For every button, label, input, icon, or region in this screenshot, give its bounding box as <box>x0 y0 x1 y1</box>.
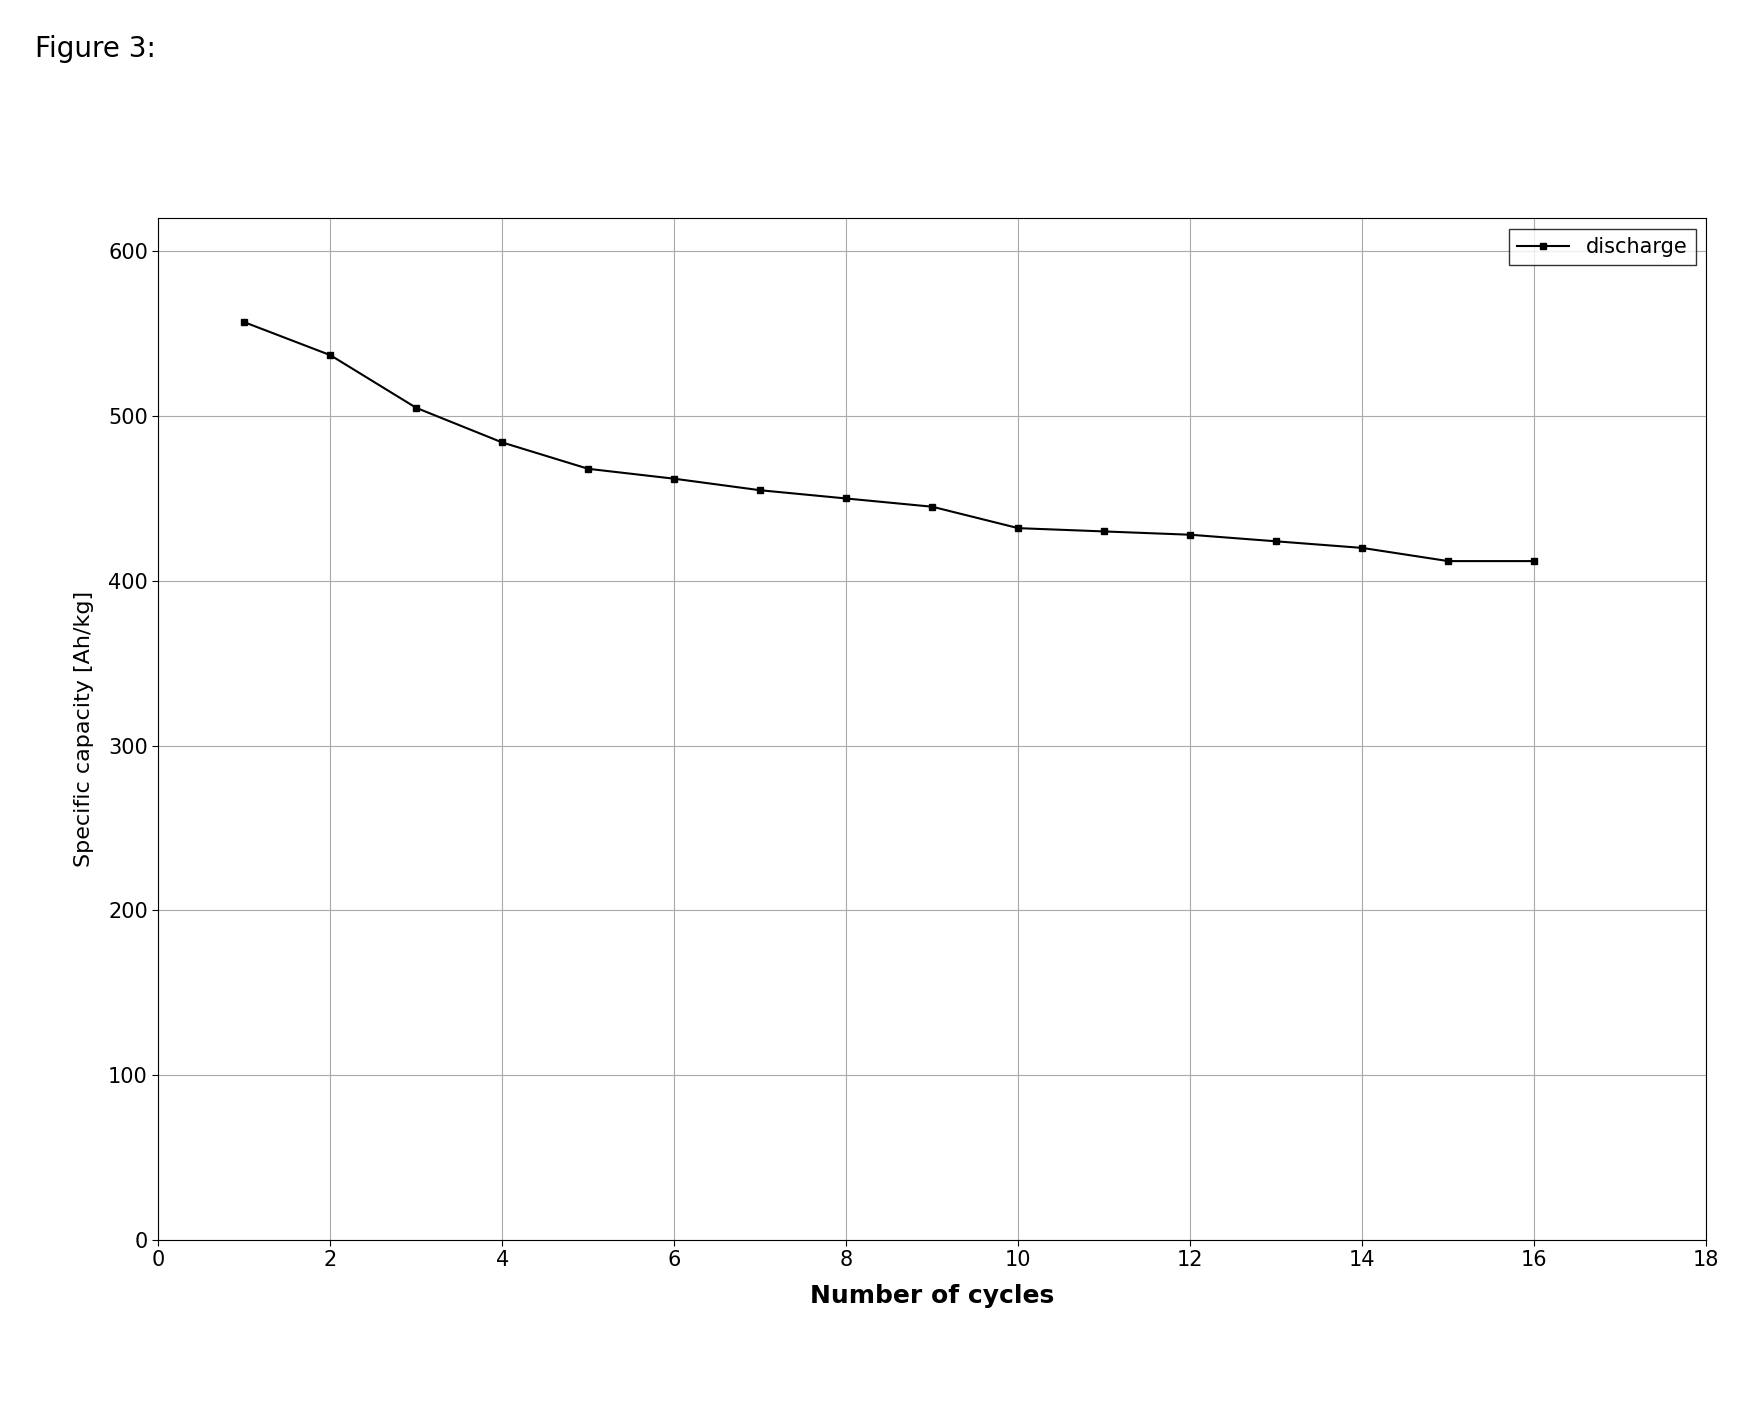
discharge <box>1437 552 1458 569</box>
discharge <box>1094 523 1115 540</box>
Text: Figure 3:: Figure 3: <box>35 35 157 63</box>
discharge <box>234 314 255 331</box>
discharge <box>1180 527 1201 544</box>
Y-axis label: Specific capacity [Ah/kg]: Specific capacity [Ah/kg] <box>74 592 95 867</box>
discharge <box>663 471 684 488</box>
Legend: discharge: discharge <box>1509 228 1696 265</box>
discharge <box>493 434 514 451</box>
discharge <box>836 490 857 507</box>
discharge <box>406 399 427 416</box>
discharge <box>320 347 341 364</box>
discharge <box>577 461 598 478</box>
X-axis label: Number of cycles: Number of cycles <box>811 1284 1054 1308</box>
discharge <box>922 499 943 516</box>
discharge <box>1008 520 1029 537</box>
discharge <box>1523 552 1544 569</box>
discharge <box>1351 540 1372 557</box>
discharge <box>1266 533 1288 550</box>
Line: discharge: discharge <box>241 318 1537 565</box>
discharge <box>749 482 770 499</box>
